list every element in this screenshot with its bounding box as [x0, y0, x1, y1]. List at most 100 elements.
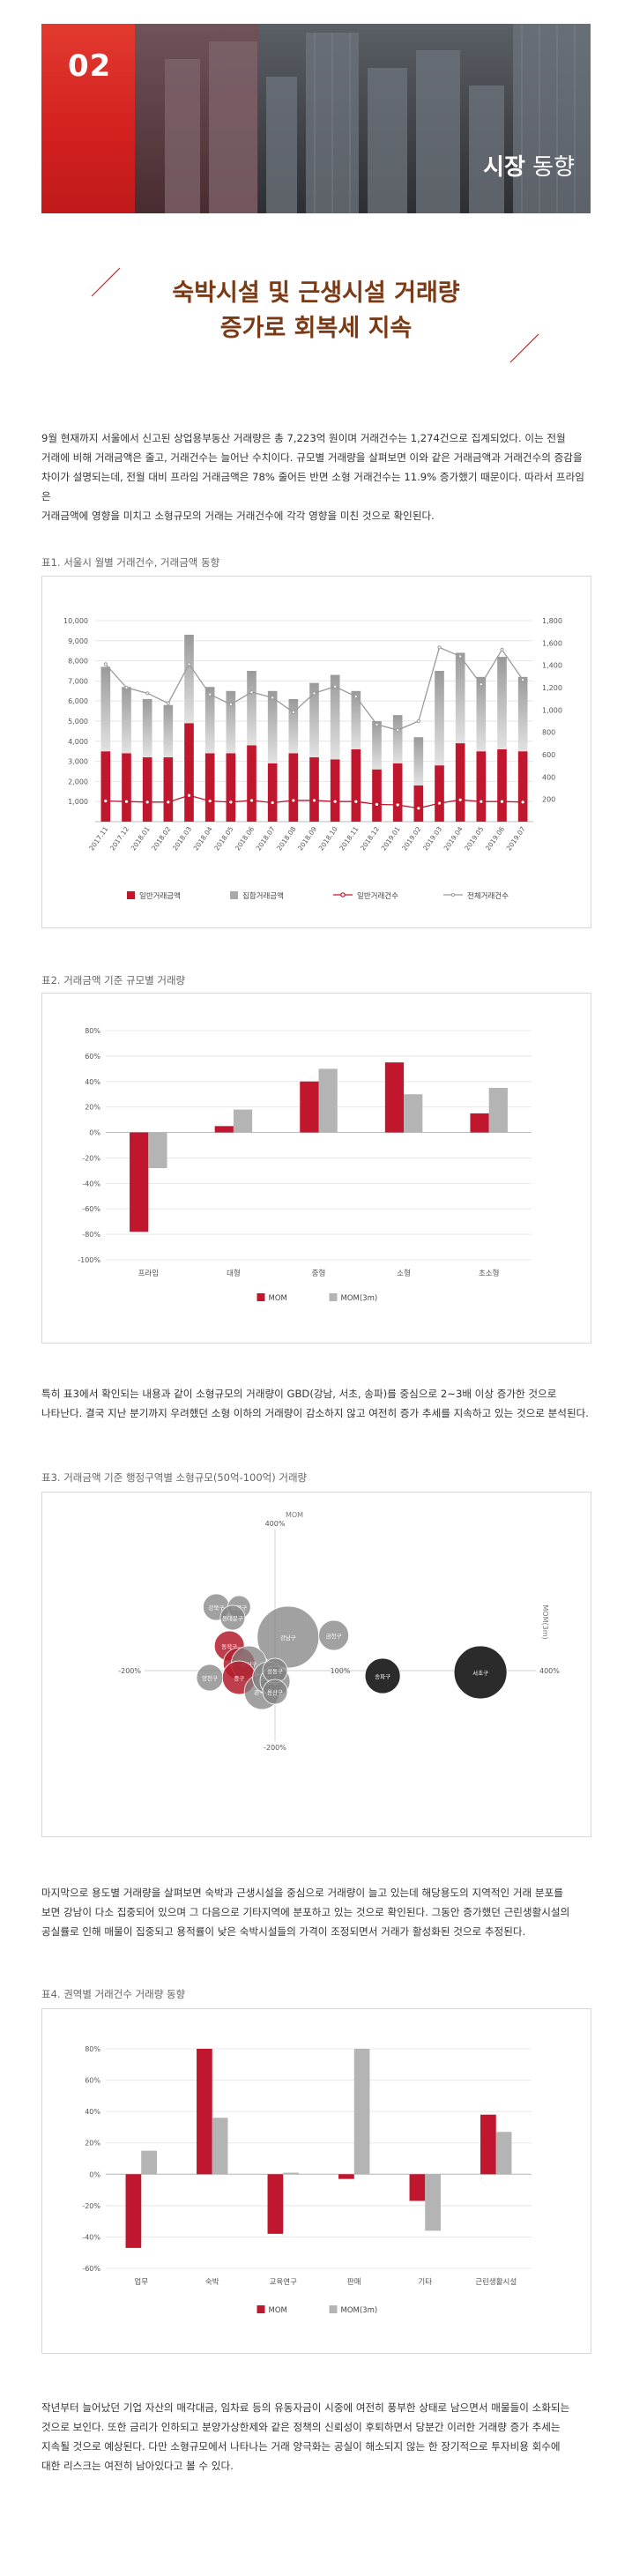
point-일반거래건수: [353, 799, 359, 805]
bar-집합거래금액: [435, 671, 444, 766]
bar-MOM(3m): [488, 1088, 508, 1133]
bar-집합거래금액: [497, 657, 507, 749]
paragraph-line: 거래금액에 영향을 미치고 소형규모의 거래는 거래건수에 각각 영향을 미친 …: [41, 510, 435, 522]
point-전체거래건수: [249, 689, 254, 695]
point-전체거래건수: [208, 692, 212, 696]
paragraph-line: 거래에 비해 거래금액은 줄고, 거래건수는 늘어난 수치이다. 규모별 거래량…: [41, 451, 583, 464]
point-일반거래건수: [270, 800, 275, 806]
bar-MOM: [480, 2114, 496, 2175]
chart-1: 1,000 2,000 3,000 4,000 5,000 6,000 7,000 8,000…: [63, 617, 562, 901]
bar-MOM: [384, 1062, 405, 1133]
point-전체거래건수: [124, 685, 129, 690]
point-전체거래건수: [145, 691, 150, 696]
point-전체거래건수: [228, 702, 233, 707]
point-전체거래건수: [458, 654, 463, 659]
legend-swatch-일반거래금액: [127, 891, 135, 899]
point-일반거래건수: [228, 800, 234, 805]
y-tick-label: -100%: [78, 1256, 100, 1264]
bar-집합거래금액: [476, 676, 487, 752]
x-tick-label: 2018.09: [296, 825, 318, 852]
bar-집합거래금액: [122, 687, 131, 754]
bar-집합거래금액: [163, 704, 174, 758]
point-일반거래건수: [311, 798, 317, 803]
x-tick-label: 숙박: [205, 2277, 219, 2287]
point-일반거래건수: [520, 800, 525, 805]
bubble-label: 성동구: [267, 1667, 283, 1675]
y-tick-label: -20%: [82, 2202, 100, 2210]
y-tick-label: -40%: [82, 1180, 100, 1187]
bubble-label: 강남구: [280, 1634, 296, 1642]
bubble-서초구: [453, 1645, 508, 1700]
caption-table-1: 표1. 서울시 월별 거래건수, 거래금액 동향: [41, 556, 220, 569]
bar-MOM(3m): [148, 1132, 167, 1168]
bar-일반거래금액: [392, 763, 403, 822]
bar-집합거래금액: [309, 682, 319, 758]
bar-MOM: [267, 2174, 284, 2234]
city-photo: [41, 24, 591, 213]
headline-line-1: 숙박시설 및 근생시설 거래량: [172, 279, 460, 307]
legend-marker: [450, 892, 456, 897]
x-tick-label: 근린생활시설: [475, 2277, 517, 2287]
bar-MOM: [300, 1081, 319, 1133]
section-number: 02: [68, 48, 112, 84]
bubble-송파구: [364, 1657, 401, 1694]
bar-일반거래금액: [226, 753, 236, 822]
section-title: 시장 동향: [483, 149, 575, 182]
bubble-label: 강북구: [208, 1604, 224, 1612]
paragraph-3: 마지막으로 용도별 거래량을 살펴보면 숙박과 근생시설을 중심으로 거래량이 …: [41, 1883, 591, 1941]
legend-label: MOM: [269, 1294, 287, 1303]
point-전체거래건수: [396, 728, 400, 733]
bar-MOM(3m): [212, 2118, 228, 2175]
legend-label: 일반거래건수: [357, 891, 398, 901]
y-right-tick-label: 400: [542, 773, 555, 781]
headline-slash-right: [509, 333, 539, 363]
x-tick-label: 교육연구: [270, 2278, 297, 2287]
bar-일반거래금액: [163, 757, 174, 822]
y-tick-label: -200%: [264, 1744, 286, 1752]
x-tick-label: 2018.11: [338, 825, 360, 852]
bar-집합거래금액: [372, 721, 382, 770]
x-tick-label: 2018.06: [234, 825, 256, 852]
point-일반거래건수: [395, 802, 400, 808]
paragraph-line: 공실률로 인해 매물이 집중되고 용적률이 낮은 숙박시설들의 가격이 조정되면…: [41, 1925, 526, 1938]
x-tick-label: 2017.12: [108, 825, 130, 852]
x-tick-label: 프라임: [138, 1269, 159, 1278]
y-tick-label: 80%: [85, 1027, 100, 1035]
bubble-label: 용산구: [267, 1688, 283, 1696]
bar-집합거래금액: [184, 634, 194, 724]
caption-table-3: 표3. 거래금액 기준 행정구역별 소형규모(50억-100억) 거래량: [41, 1471, 308, 1484]
chart-3: -200%100%400%400%-200%MOMMOM(3m)강북구도봉구동대…: [118, 1511, 560, 1752]
y-tick-label: 60%: [85, 2077, 100, 2085]
point-일반거래건수: [145, 800, 150, 805]
point-전체거래건수: [437, 645, 442, 650]
bar-일반거래금액: [122, 753, 131, 822]
y-left-tick-label: 10,000: [63, 617, 88, 625]
y-right-tick-label: 1,600: [542, 639, 562, 647]
paragraph-line: 보면 강남이 다소 집중되어 있으며 그 다음으로 기타지역에 분포하고 있는 …: [41, 1906, 570, 1918]
bar-집합거래금액: [247, 671, 257, 746]
headline-line-2: 증가로 회복세 지속: [219, 315, 413, 342]
paragraph-line: 나타난다. 결국 지난 분기까지 우려했던 소형 이하의 거래량이 감소하지 않…: [41, 1407, 589, 1419]
x-tick-label: 중형: [312, 1269, 326, 1278]
bar-집합거래금액: [267, 690, 278, 763]
x-tick-label: 2019.03: [421, 825, 443, 852]
x-tick-label: 2019.02: [400, 825, 422, 852]
y-right-tick-label: 600: [542, 751, 555, 759]
x-tick-label: 2018.04: [192, 825, 214, 852]
point-전체거래건수: [333, 684, 338, 689]
point-전체거래건수: [416, 718, 420, 724]
x-tick-label: 2018.05: [212, 825, 234, 852]
legend-label: MOM: [269, 2306, 287, 2315]
caption-table-4: 표4. 권역별 거래건수 거래량 동향: [41, 1988, 186, 2000]
y-left-tick-label: 8,000: [68, 658, 88, 666]
bar-MOM: [409, 2174, 426, 2201]
bar-MOM: [130, 1132, 149, 1232]
point-일반거래건수: [207, 798, 212, 804]
chart-2: 80% 60% 40% 20% 0% -20% -40% -60% -80% -100% 프라임 대형…: [78, 1027, 532, 1303]
x-tick-label: 초소형: [479, 1269, 499, 1278]
chart-1-box: 1,000 2,000 3,000 4,000 5,000 6,000 7,000 8,000…: [41, 576, 591, 928]
bubble-label: 동대문구: [222, 1615, 243, 1622]
bubble-금천구: [318, 1619, 350, 1651]
banner-red-block: [41, 24, 135, 213]
paragraph-line: 대한 리스크는 여전히 남아있다고 볼 수 있다.: [41, 2460, 234, 2472]
